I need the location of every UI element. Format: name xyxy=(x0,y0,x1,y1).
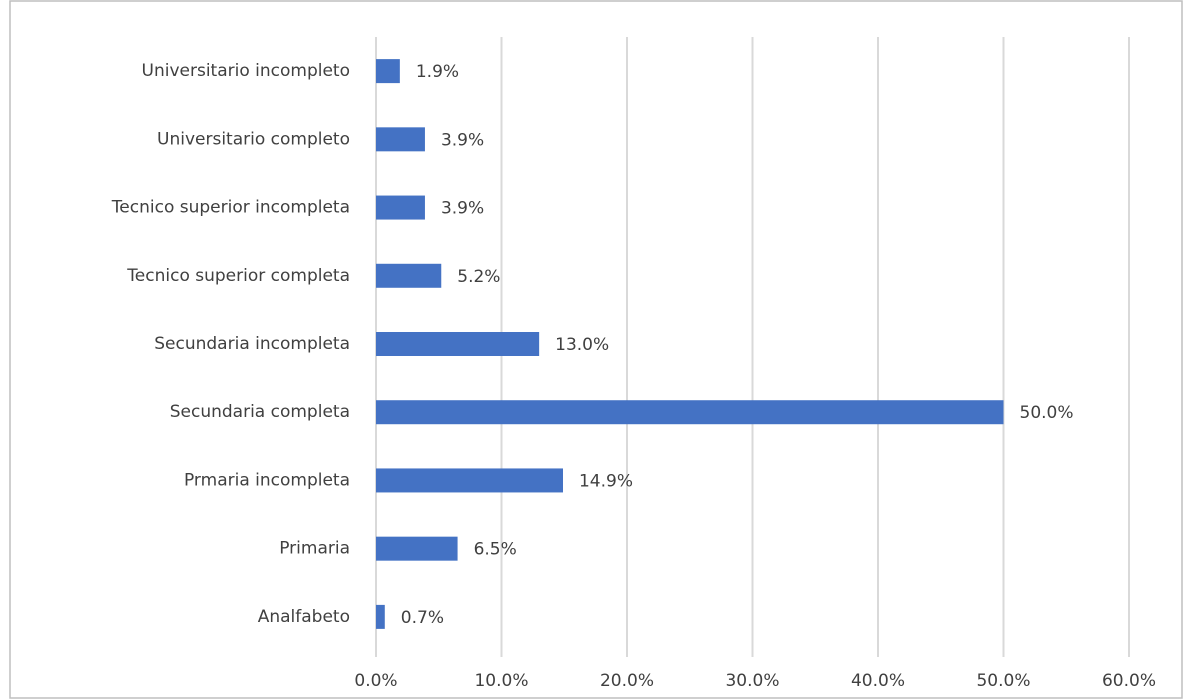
y-tick-label: Tecnico superior incompleta xyxy=(111,198,350,218)
data-label: 3.9% xyxy=(441,130,484,150)
y-tick-label: Secundaria completa xyxy=(170,402,350,422)
y-tick-label: Analfabeto xyxy=(258,607,350,627)
x-tick-label: 30.0% xyxy=(725,671,779,691)
bar xyxy=(376,536,458,561)
data-label: 14.9% xyxy=(579,471,633,491)
data-label: 1.9% xyxy=(416,62,459,82)
x-tick-label: 40.0% xyxy=(851,671,905,691)
bar xyxy=(376,127,425,152)
bar xyxy=(376,195,425,220)
x-tick-label: 50.0% xyxy=(976,671,1030,691)
x-tick-label: 60.0% xyxy=(1102,671,1156,691)
data-label: 0.7% xyxy=(401,608,444,628)
y-tick-label: Universitario incompleto xyxy=(142,61,350,81)
x-tick-label: 20.0% xyxy=(600,671,654,691)
bar xyxy=(376,59,400,84)
x-tick-label: 0.0% xyxy=(354,671,397,691)
bar xyxy=(376,604,385,629)
data-label: 5.2% xyxy=(457,267,500,287)
chart-border xyxy=(9,0,1183,699)
bar xyxy=(376,332,540,356)
y-tick-label: Universitario completo xyxy=(157,129,350,149)
data-label: 6.5% xyxy=(474,540,517,560)
bar xyxy=(376,468,563,493)
data-label: 50.0% xyxy=(1020,403,1074,423)
y-tick-label: Primaria xyxy=(279,539,350,559)
y-tick-label: Tecnico superior completa xyxy=(126,266,350,286)
data-label: 3.9% xyxy=(441,199,484,219)
y-tick-label: Secundaria incompleta xyxy=(154,334,350,354)
y-tick-label: Prmaria incompleta xyxy=(184,470,350,490)
x-tick-label: 10.0% xyxy=(474,671,528,691)
bar xyxy=(376,400,1004,425)
data-label: 13.0% xyxy=(555,335,609,355)
bar xyxy=(376,263,442,288)
